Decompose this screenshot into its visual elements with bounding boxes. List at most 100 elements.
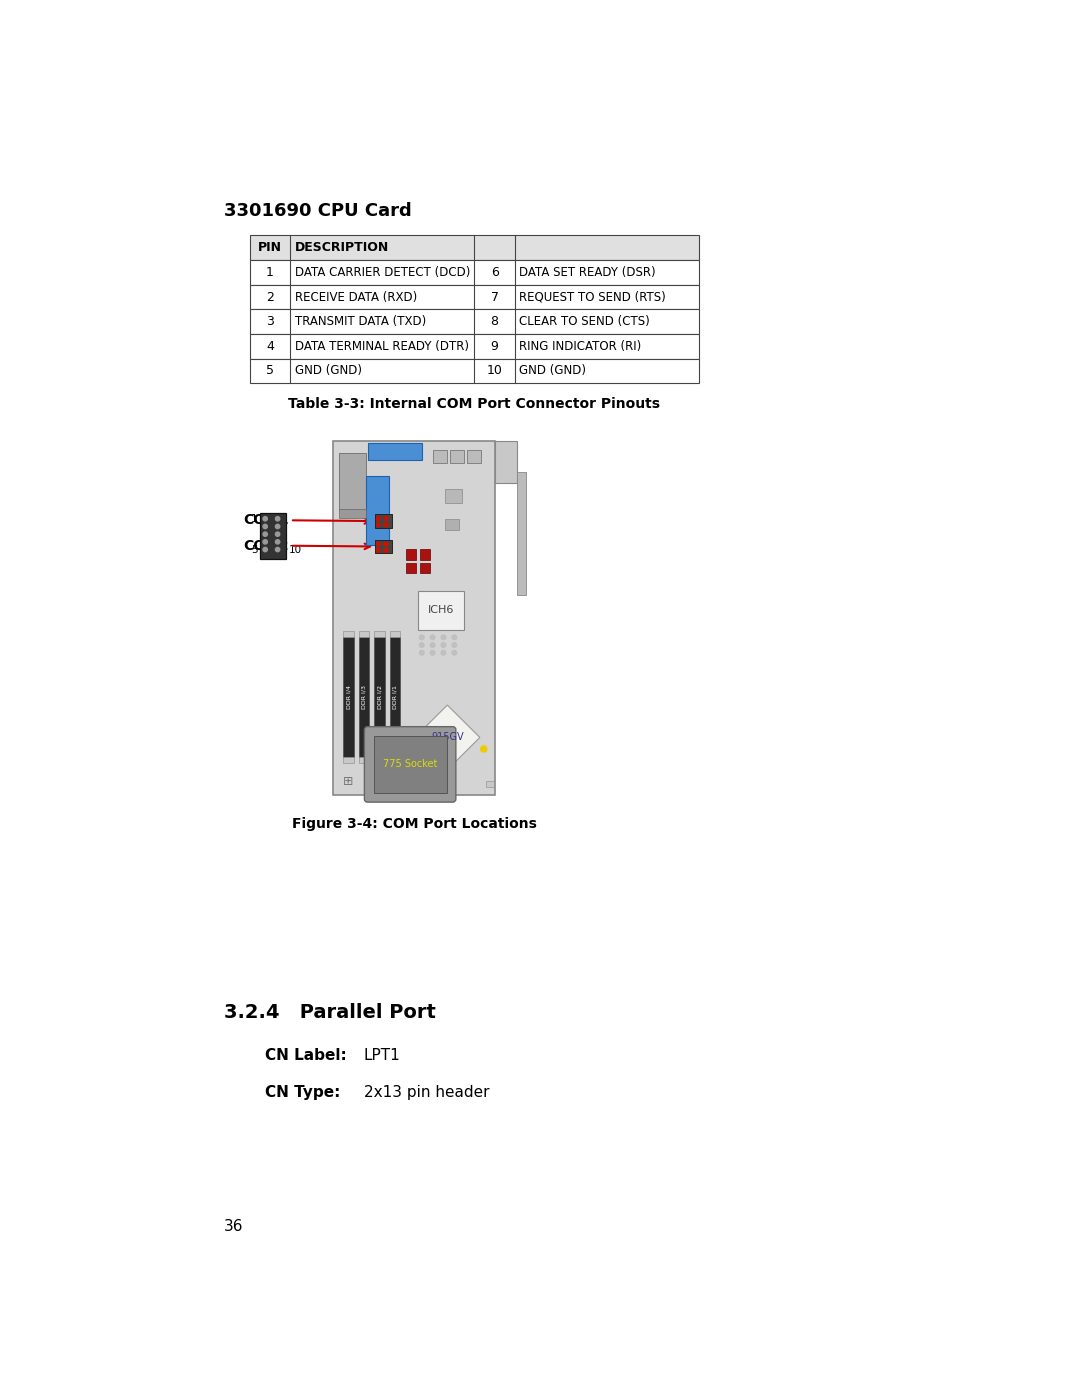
- Text: 10: 10: [487, 365, 502, 377]
- Text: RING INDICATOR (RI): RING INDICATOR (RI): [519, 339, 642, 353]
- Text: 2: 2: [266, 291, 274, 303]
- Circle shape: [419, 643, 424, 647]
- Bar: [359, 637, 369, 757]
- Bar: [343, 637, 353, 757]
- Text: PIN: PIN: [258, 242, 282, 254]
- Bar: [366, 475, 389, 545]
- Text: DDR I/3: DDR I/3: [362, 685, 366, 710]
- Text: TRANSMIT DATA (TXD): TRANSMIT DATA (TXD): [295, 316, 426, 328]
- Circle shape: [384, 549, 388, 552]
- Text: 775 Socket: 775 Socket: [383, 760, 437, 770]
- Bar: [249, 334, 699, 359]
- Circle shape: [275, 524, 280, 528]
- Circle shape: [430, 651, 435, 655]
- Bar: [249, 285, 699, 309]
- Text: Table 3-3: Internal COM Port Connector Pinouts: Table 3-3: Internal COM Port Connector P…: [288, 397, 661, 411]
- Bar: [390, 637, 400, 757]
- Text: Figure 3-4: COM Port Locations: Figure 3-4: COM Port Locations: [292, 817, 537, 831]
- Bar: [367, 443, 422, 460]
- Circle shape: [377, 549, 380, 552]
- Circle shape: [451, 651, 457, 655]
- Bar: [343, 757, 353, 763]
- Text: 7: 7: [490, 291, 499, 303]
- Bar: [359, 757, 369, 763]
- Bar: [517, 472, 526, 595]
- Text: GND (GND): GND (GND): [295, 365, 362, 377]
- Text: DESCRIPTION: DESCRIPTION: [295, 242, 389, 254]
- FancyBboxPatch shape: [364, 726, 456, 802]
- Bar: [406, 549, 416, 560]
- Bar: [375, 514, 392, 528]
- Text: 2x13 pin header: 2x13 pin header: [364, 1084, 489, 1099]
- Text: 8: 8: [490, 316, 499, 328]
- Text: GND (GND): GND (GND): [519, 365, 586, 377]
- Bar: [375, 637, 384, 757]
- Circle shape: [264, 517, 268, 521]
- Circle shape: [451, 643, 457, 647]
- Bar: [374, 736, 446, 793]
- Circle shape: [377, 522, 380, 527]
- Circle shape: [384, 522, 388, 527]
- Circle shape: [441, 636, 446, 640]
- Text: CN Label:: CN Label:: [266, 1048, 347, 1063]
- Bar: [450, 450, 464, 462]
- Bar: [468, 450, 482, 462]
- Text: 36: 36: [225, 1218, 244, 1234]
- Bar: [343, 631, 353, 637]
- Bar: [375, 757, 384, 763]
- Circle shape: [275, 532, 280, 536]
- Circle shape: [441, 643, 446, 647]
- Text: DDR I/1: DDR I/1: [392, 685, 397, 708]
- Text: 6: 6: [490, 265, 499, 279]
- Text: 9: 9: [490, 339, 499, 353]
- Circle shape: [430, 643, 435, 647]
- Circle shape: [419, 651, 424, 655]
- Circle shape: [481, 746, 487, 752]
- Text: 3: 3: [266, 316, 274, 328]
- Circle shape: [451, 636, 457, 640]
- Text: 10: 10: [288, 545, 301, 555]
- Circle shape: [264, 524, 268, 528]
- Bar: [420, 563, 430, 573]
- Bar: [333, 441, 496, 795]
- Bar: [418, 591, 464, 630]
- Polygon shape: [415, 705, 480, 770]
- Text: CLEAR TO SEND (CTS): CLEAR TO SEND (CTS): [519, 316, 650, 328]
- Bar: [260, 513, 286, 559]
- Bar: [390, 757, 400, 763]
- Bar: [445, 518, 459, 529]
- Text: ICH6: ICH6: [428, 605, 455, 616]
- Bar: [249, 359, 699, 383]
- Text: REQUEST TO SEND (RTS): REQUEST TO SEND (RTS): [519, 291, 666, 303]
- Circle shape: [377, 517, 380, 521]
- Text: 3.2.4   Parallel Port: 3.2.4 Parallel Port: [225, 1003, 436, 1023]
- Circle shape: [419, 636, 424, 640]
- Text: 915GV: 915GV: [431, 732, 463, 742]
- Text: COM1: COM1: [243, 513, 288, 527]
- Text: LPT1: LPT1: [364, 1048, 401, 1063]
- Bar: [390, 631, 400, 637]
- Bar: [375, 539, 392, 553]
- Text: 1: 1: [266, 265, 274, 279]
- Text: CN Type:: CN Type:: [266, 1084, 340, 1099]
- Bar: [406, 563, 416, 573]
- Text: 5: 5: [266, 365, 274, 377]
- Bar: [249, 236, 699, 260]
- Text: DATA TERMINAL READY (DTR): DATA TERMINAL READY (DTR): [295, 339, 469, 353]
- Circle shape: [275, 548, 280, 552]
- Bar: [249, 309, 699, 334]
- Text: DDR I/2: DDR I/2: [377, 685, 382, 710]
- Circle shape: [384, 517, 388, 521]
- Bar: [339, 453, 366, 510]
- Text: 1: 1: [251, 514, 257, 524]
- Bar: [375, 631, 384, 637]
- Bar: [339, 509, 366, 518]
- Text: 4: 4: [266, 339, 274, 353]
- Circle shape: [430, 636, 435, 640]
- Bar: [420, 549, 430, 560]
- Bar: [445, 489, 462, 503]
- Text: COM2: COM2: [243, 539, 288, 553]
- Circle shape: [377, 542, 380, 546]
- Text: RECEIVE DATA (RXD): RECEIVE DATA (RXD): [295, 291, 417, 303]
- Text: 3301690 CPU Card: 3301690 CPU Card: [225, 203, 411, 221]
